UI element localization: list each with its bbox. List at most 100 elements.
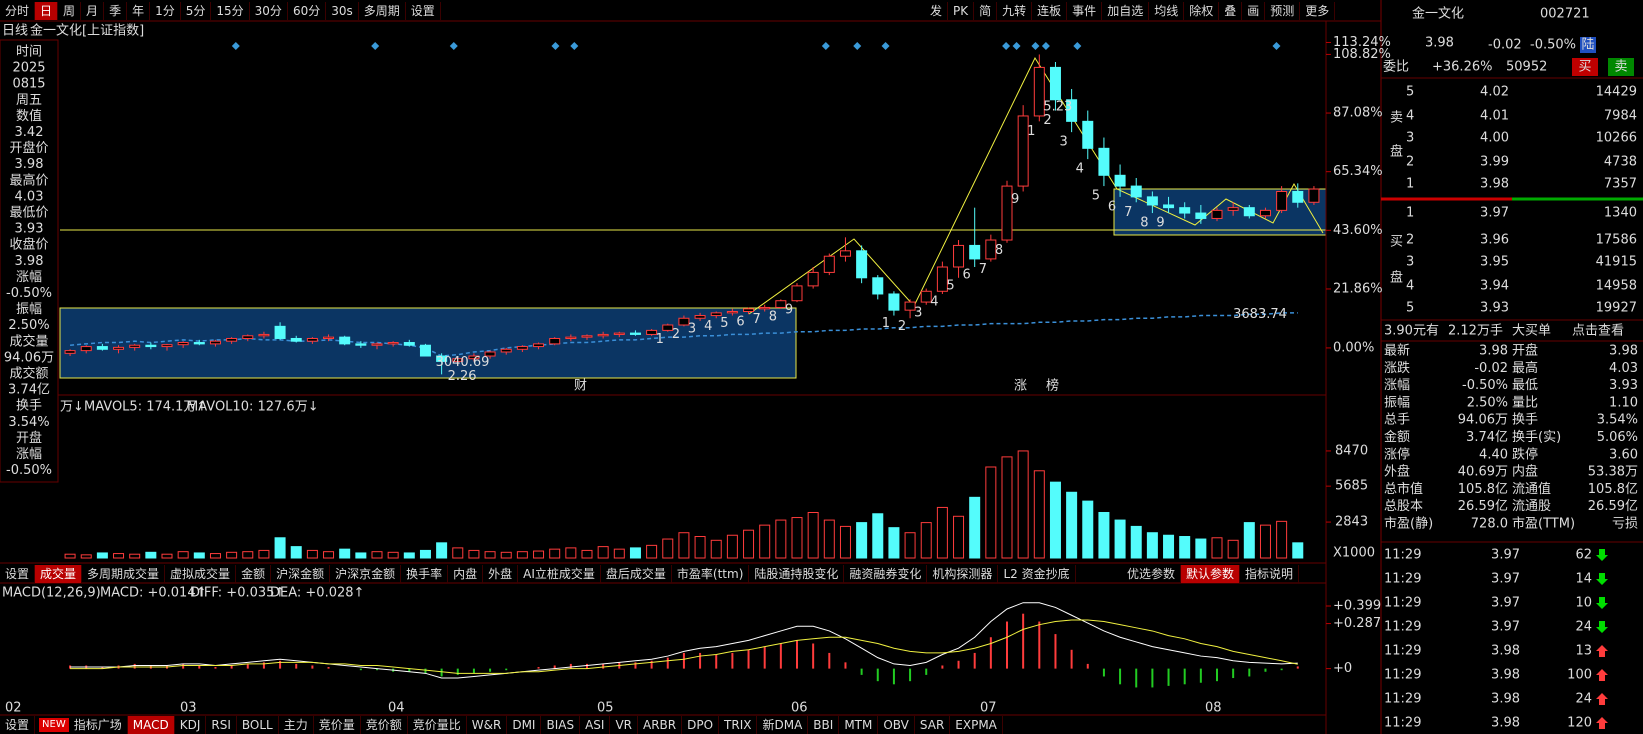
tool-button[interactable]: 九转 <box>997 1 1033 20</box>
indicator-tab[interactable]: 融资融券变化 <box>844 564 928 583</box>
indicator-tab[interactable]: 金额 <box>236 564 272 583</box>
indicator-tab[interactable]: BBI <box>808 716 840 734</box>
book-volume: 19927 <box>1596 301 1637 316</box>
indicator-tab[interactable]: 沪深金额 <box>271 564 331 583</box>
indicator-tab[interactable]: VR <box>610 716 638 734</box>
indicator-tab[interactable]: 盘后成交量 <box>601 564 672 583</box>
candle-body <box>1276 190 1288 211</box>
indicator-tab[interactable]: EXPMA <box>950 716 1003 734</box>
indicator-tab[interactable]: 内盘 <box>448 564 484 583</box>
candle-body <box>581 335 593 338</box>
stock-name: 金一文化 <box>30 23 82 39</box>
tool-button[interactable]: 发 <box>925 1 949 20</box>
tool-button[interactable]: 简 <box>974 1 998 20</box>
indicator-tab[interactable]: 沪深京金额 <box>330 564 402 583</box>
period-button[interactable]: 5分 <box>181 1 212 20</box>
candle-body <box>678 317 690 326</box>
indicator-tab[interactable]: 竞价额 <box>361 716 408 734</box>
tool-button[interactable]: 连板 <box>1032 1 1068 20</box>
indicator-tab[interactable]: 指标广场 <box>69 716 128 734</box>
indicator-tab[interactable]: BOLL <box>237 716 279 734</box>
indicator-tab[interactable]: DMI <box>507 716 542 734</box>
event-marker <box>853 42 862 50</box>
indicator-tab[interactable]: 虚拟成交量 <box>165 564 237 583</box>
period-button[interactable]: 周 <box>58 1 82 20</box>
period-button[interactable]: 30s <box>326 1 359 20</box>
indicator-tab[interactable]: SAR <box>915 716 951 734</box>
indicator-tab[interactable]: 设置 <box>0 564 36 583</box>
book-volume: 17586 <box>1596 233 1637 248</box>
buy-button-label: 买 <box>1578 60 1591 75</box>
side-label: 盘 <box>1390 270 1403 286</box>
period-button[interactable]: 年 <box>127 1 151 20</box>
month-label: 02 <box>5 701 22 716</box>
param-button[interactable]: 默认参数 <box>1181 564 1241 583</box>
td-count: 2 <box>672 327 680 342</box>
indicator-tab[interactable]: DPO <box>682 716 720 734</box>
tool-button[interactable]: 叠 <box>1219 1 1243 20</box>
candle-body <box>1017 115 1029 187</box>
volume-bar <box>1195 538 1207 559</box>
indicator-tab[interactable]: ASI <box>580 716 611 734</box>
indicator-tab[interactable]: KDJ <box>175 716 207 734</box>
indicator-tab[interactable]: RSI <box>206 716 237 734</box>
tool-button[interactable]: 加自选 <box>1102 1 1150 20</box>
period-button[interactable]: 分时 <box>0 1 36 20</box>
tool-button[interactable]: 除权 <box>1184 1 1220 20</box>
period-button[interactable]: 30分 <box>250 1 288 20</box>
candle-body <box>258 333 270 337</box>
param-button[interactable]: 指标说明 <box>1240 564 1300 583</box>
indicator-tab[interactable]: BIAS <box>541 716 581 734</box>
stat-value: -0.02 <box>1474 361 1508 376</box>
volume-bar <box>193 552 205 559</box>
period-button[interactable]: 季 <box>104 1 128 20</box>
period-button[interactable]: 月 <box>81 1 105 20</box>
indicator-tab[interactable]: L2 资金抄底 <box>998 564 1076 583</box>
indicator-tab[interactable]: MTM <box>839 716 879 734</box>
indicator-tab[interactable]: 竞价量 <box>314 716 361 734</box>
period-label: 日线 <box>2 24 28 39</box>
trade-time: 11:29 <box>1384 572 1421 587</box>
indicator-tab[interactable]: ARBR <box>638 716 683 734</box>
td-count: 9 <box>785 303 793 318</box>
volume-bar <box>969 496 981 559</box>
tool-button[interactable]: 均线 <box>1149 1 1185 20</box>
tool-button[interactable]: 画 <box>1242 1 1266 20</box>
volume-bar <box>387 551 399 559</box>
indicator-tab[interactable]: 换手率 <box>401 564 449 583</box>
indicator-tab[interactable]: MACD <box>127 716 175 734</box>
stat-value: 105.8亿 <box>1588 482 1638 497</box>
period-button[interactable]: 多周期 <box>359 1 406 20</box>
indicator-tab[interactable]: OBV <box>878 716 915 734</box>
period-button[interactable]: 日 <box>35 1 59 20</box>
tool-button[interactable]: 预测 <box>1265 1 1301 20</box>
indicator-tab[interactable]: 外盘 <box>483 564 519 583</box>
indicator-tab[interactable]: 竞价量比 <box>408 716 467 734</box>
period-button[interactable]: 设置 <box>406 1 441 20</box>
indicator-tab[interactable]: 陆股通持股变化 <box>749 564 845 583</box>
td-count: 6 <box>963 268 971 283</box>
period-button[interactable]: 60分 <box>288 1 327 20</box>
tool-button[interactable]: PK <box>948 1 975 20</box>
index-line <box>70 312 1298 357</box>
indicator-tab[interactable]: 多周期成交量 <box>82 564 166 583</box>
candle-body <box>1163 204 1175 209</box>
indicator-tab[interactable]: AI立桩成交量 <box>518 564 601 583</box>
indicator-tab[interactable]: 设置 <box>0 716 36 734</box>
tool-button[interactable]: 更多 <box>1300 1 1336 20</box>
trade-time: 11:29 <box>1384 692 1421 707</box>
param-button[interactable]: 优选参数 <box>1122 564 1182 583</box>
period-button[interactable]: 1分 <box>150 1 181 20</box>
period-button[interactable]: 15分 <box>211 1 250 20</box>
indicator-tab[interactable]: 机构探测器 <box>927 564 999 583</box>
indicator-tab[interactable]: 市盈率(ttm) <box>672 564 750 583</box>
candle-body <box>500 348 512 353</box>
indicator-tab[interactable]: 主力 <box>279 716 314 734</box>
indicator-tab[interactable]: 新DMA <box>757 716 809 734</box>
tool-button[interactable]: 事件 <box>1067 1 1103 20</box>
indicator-tab[interactable]: TRIX <box>719 716 758 734</box>
indicator-tab[interactable]: W&R <box>467 716 508 734</box>
td-count: 4 <box>1076 162 1084 177</box>
trade-volume: 10 <box>1575 596 1592 611</box>
indicator-tab[interactable]: 成交量 <box>35 564 83 583</box>
